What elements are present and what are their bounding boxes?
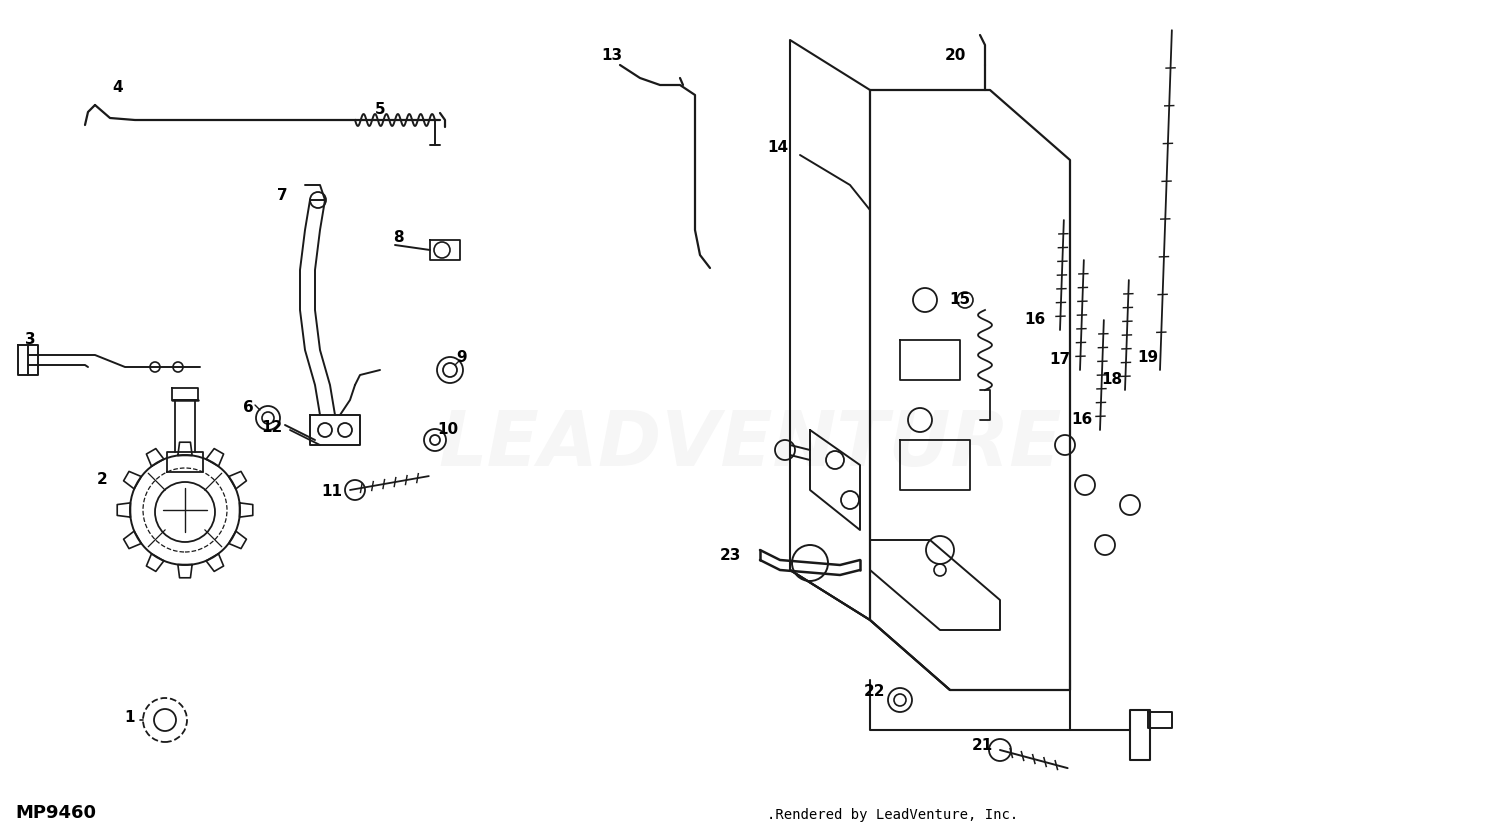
Text: 15: 15 bbox=[950, 292, 970, 307]
Text: 2: 2 bbox=[96, 472, 108, 487]
Text: 13: 13 bbox=[602, 48, 622, 62]
Text: 4: 4 bbox=[112, 81, 123, 96]
Text: 9: 9 bbox=[456, 350, 468, 365]
Text: 22: 22 bbox=[864, 685, 885, 700]
Text: 19: 19 bbox=[1137, 350, 1158, 365]
Text: 7: 7 bbox=[276, 187, 288, 202]
Text: 3: 3 bbox=[24, 333, 36, 348]
Text: .Rendered by LeadVenture, Inc.: .Rendered by LeadVenture, Inc. bbox=[766, 807, 1018, 822]
Text: 5: 5 bbox=[375, 102, 386, 118]
Text: 20: 20 bbox=[945, 48, 966, 62]
Text: 1: 1 bbox=[124, 710, 135, 724]
Text: 23: 23 bbox=[720, 548, 741, 563]
Text: LEADVENTURE: LEADVENTURE bbox=[438, 408, 1062, 482]
Text: 6: 6 bbox=[243, 401, 254, 416]
Text: 16: 16 bbox=[1024, 312, 1045, 328]
Text: MP9460: MP9460 bbox=[15, 804, 96, 822]
Text: 8: 8 bbox=[393, 229, 404, 244]
Text: 10: 10 bbox=[438, 423, 459, 438]
Text: 11: 11 bbox=[321, 485, 342, 500]
Text: 21: 21 bbox=[972, 738, 993, 753]
Text: 17: 17 bbox=[1050, 353, 1071, 368]
Text: 12: 12 bbox=[261, 421, 282, 435]
Text: 14: 14 bbox=[768, 140, 789, 155]
Text: 16: 16 bbox=[1071, 412, 1092, 428]
Text: 18: 18 bbox=[1101, 372, 1122, 387]
